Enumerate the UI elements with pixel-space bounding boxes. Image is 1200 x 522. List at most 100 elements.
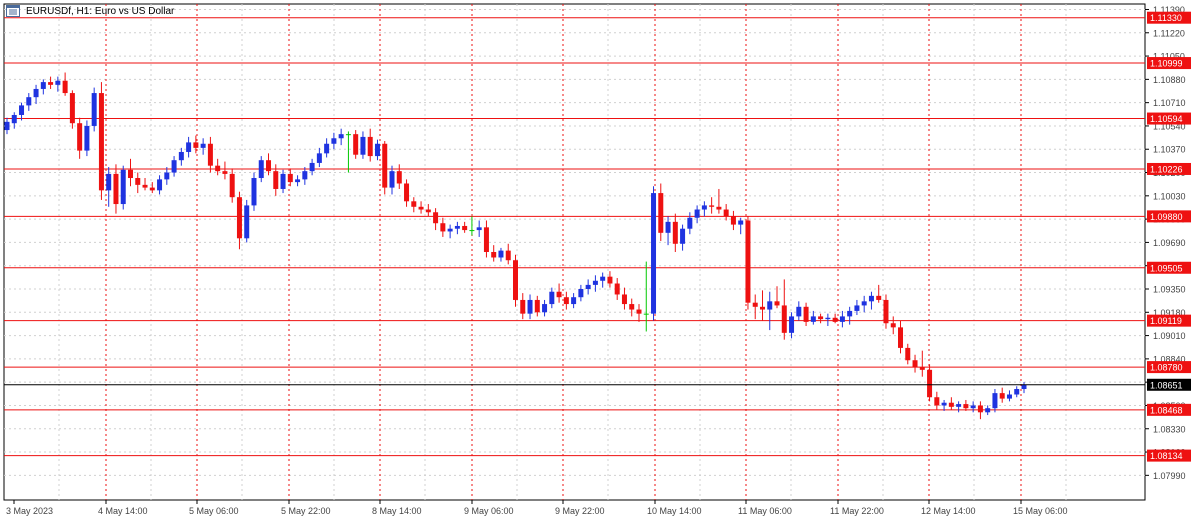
candle-body	[316, 153, 322, 163]
candle	[316, 147, 322, 168]
candle-body	[534, 299, 540, 313]
candle	[963, 399, 969, 411]
candle	[854, 299, 860, 316]
candle-body	[600, 276, 606, 281]
candle-body	[781, 305, 787, 333]
candle-body	[1021, 384, 1027, 390]
candle-body	[505, 250, 511, 261]
candle	[578, 284, 584, 302]
candle	[898, 320, 904, 354]
candle	[404, 179, 410, 207]
candle	[11, 112, 17, 129]
y-tick-label: 1.09010	[1153, 331, 1186, 341]
candle	[818, 313, 824, 324]
y-tick-label: 1.10710	[1153, 98, 1186, 108]
candle	[469, 216, 475, 236]
level-label: 1.08780	[1150, 363, 1183, 373]
candle	[77, 117, 83, 159]
candle-body	[360, 136, 366, 155]
candle	[781, 279, 787, 340]
candle	[367, 128, 373, 162]
candle	[977, 401, 983, 420]
candle-body	[585, 284, 591, 289]
candle-body	[411, 201, 417, 207]
candle	[520, 293, 526, 320]
candle-body	[738, 220, 744, 225]
candle	[621, 287, 627, 310]
candle	[127, 158, 133, 187]
candle	[266, 153, 272, 176]
candle-body	[236, 197, 242, 239]
candle	[513, 254, 518, 307]
candle-body	[498, 250, 504, 258]
candle	[629, 298, 635, 317]
candle	[505, 243, 511, 265]
candle-body	[135, 178, 141, 185]
candle-body	[607, 276, 613, 284]
candle	[418, 201, 424, 214]
candle-body	[716, 206, 722, 210]
candle-body	[84, 125, 90, 151]
candle	[40, 79, 46, 95]
candle	[360, 131, 366, 159]
candle-body	[941, 402, 947, 406]
y-tick-label: 1.08840	[1153, 354, 1186, 364]
candle-body	[447, 228, 453, 232]
candle	[135, 172, 141, 194]
candle	[905, 343, 911, 365]
candle	[113, 164, 119, 214]
chart-window-icon	[6, 5, 20, 17]
level-label-bg	[1147, 162, 1191, 175]
y-tick-label: 1.11220	[1153, 28, 1185, 38]
candle-body	[1006, 394, 1012, 399]
chart-header: EURUSDf, H1: Euro vs US Dollar	[0, 0, 174, 22]
candle-body	[157, 179, 163, 191]
candle-body	[912, 360, 918, 368]
candle-body	[164, 172, 170, 180]
candle-body	[658, 193, 664, 233]
candle-body	[730, 216, 736, 225]
candle	[585, 279, 591, 295]
level-label: 1.11330	[1150, 13, 1182, 23]
candle-body	[295, 179, 301, 183]
candle-body	[709, 205, 715, 207]
candle	[665, 216, 671, 246]
candle	[222, 161, 228, 180]
candle	[723, 204, 729, 221]
candle	[91, 87, 97, 132]
candle-body	[280, 173, 286, 189]
candle	[26, 93, 32, 111]
candle	[542, 299, 548, 317]
candle	[84, 120, 90, 157]
candle	[694, 205, 700, 224]
candle	[425, 204, 431, 217]
level-label: 1.08468	[1150, 405, 1183, 415]
level-label-bg	[1147, 314, 1191, 327]
y-tick-label: 1.11390	[1153, 5, 1185, 15]
candle-body	[854, 305, 860, 311]
candle-body	[98, 93, 104, 191]
candle	[4, 117, 10, 135]
candle-body	[48, 82, 54, 85]
candle	[454, 221, 460, 235]
candle	[48, 76, 54, 89]
candle	[752, 294, 758, 320]
candle-body	[745, 220, 751, 303]
candle-body	[948, 402, 954, 407]
candle	[149, 182, 155, 194]
candle-body	[513, 260, 518, 300]
candle-body	[186, 142, 192, 152]
candle	[295, 175, 301, 187]
candle-body	[324, 143, 330, 154]
candle	[876, 284, 882, 303]
candle-body	[752, 302, 758, 307]
candle-body	[629, 304, 635, 310]
candle	[970, 401, 976, 413]
candle	[476, 220, 482, 237]
candle	[759, 290, 765, 321]
candle-body	[549, 291, 555, 305]
candle	[607, 271, 613, 288]
candle-body	[127, 169, 133, 179]
candle-body	[396, 171, 402, 184]
